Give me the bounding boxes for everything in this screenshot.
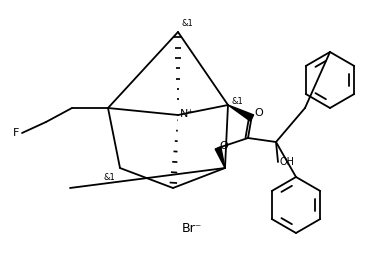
Polygon shape xyxy=(228,105,254,121)
Text: O: O xyxy=(219,141,228,151)
Text: N⁺: N⁺ xyxy=(180,109,194,119)
Text: &1: &1 xyxy=(232,96,244,106)
Text: F: F xyxy=(13,128,19,138)
Text: &1: &1 xyxy=(182,19,194,28)
Text: Br⁻: Br⁻ xyxy=(182,222,202,235)
Text: O: O xyxy=(254,108,263,118)
Text: OH: OH xyxy=(280,157,295,167)
Text: &1: &1 xyxy=(104,173,116,182)
Polygon shape xyxy=(215,147,225,168)
